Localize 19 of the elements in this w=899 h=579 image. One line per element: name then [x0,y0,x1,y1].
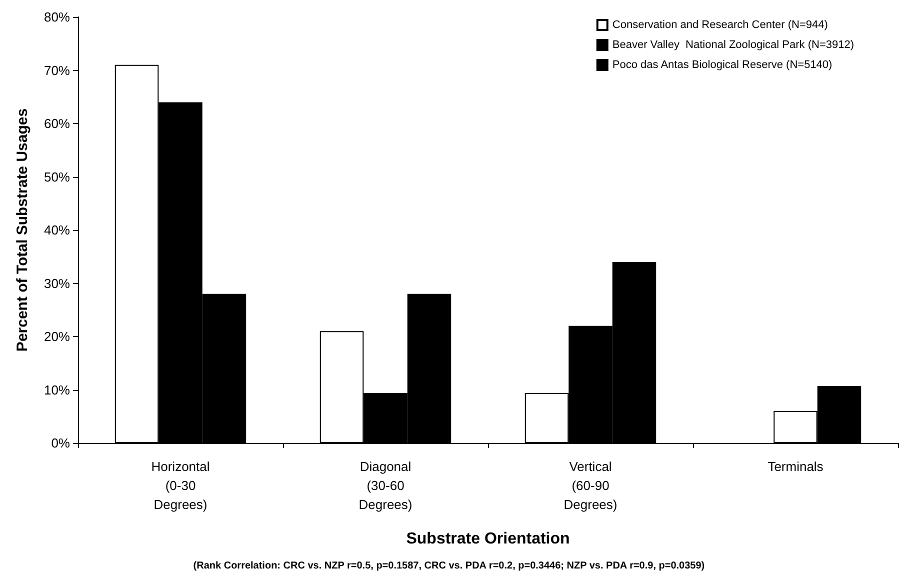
y-tick-label: 80% [44,10,70,24]
y-tick-label: 70% [44,62,70,78]
x-tick-label: Terminals [768,459,824,474]
x-axis-title: Substrate Orientation [406,530,570,548]
legend-label: Beaver Valley National Zoological Park (N=3912) [612,39,854,51]
y-tick-label: 60% [44,116,70,131]
text: (Rank Correlation: CRC vs. NZP r=0.5, p=0.1587, CRC vs. PDA r=0.2, p=0.3446; NZP vs. PDA r=0.9, p=0.0359) [193,560,705,572]
legend-label: Poco das Antas Biological Reserve (N=5140) [612,59,832,71]
y-tick-label: 30% [44,276,70,291]
y-tick-label: 50% [44,169,70,184]
y-axis-title: Percent of Total Substrate Usages [14,108,31,352]
y-tick-label: 20% [44,329,70,344]
y-tick-label: 10% [44,382,70,398]
x-tick-label: Horizontal (0-30 Degrees) [151,459,210,512]
y-tick-label: 40% [44,222,70,238]
y-tick-label: 0% [51,436,70,450]
legend-label: Conservation and Research Center (N=944) [612,19,828,31]
x-tick-label: Vertical (60-90 Degrees) [564,459,618,512]
x-tick-label: Diagonal (30-60 Degrees) [358,459,412,512]
